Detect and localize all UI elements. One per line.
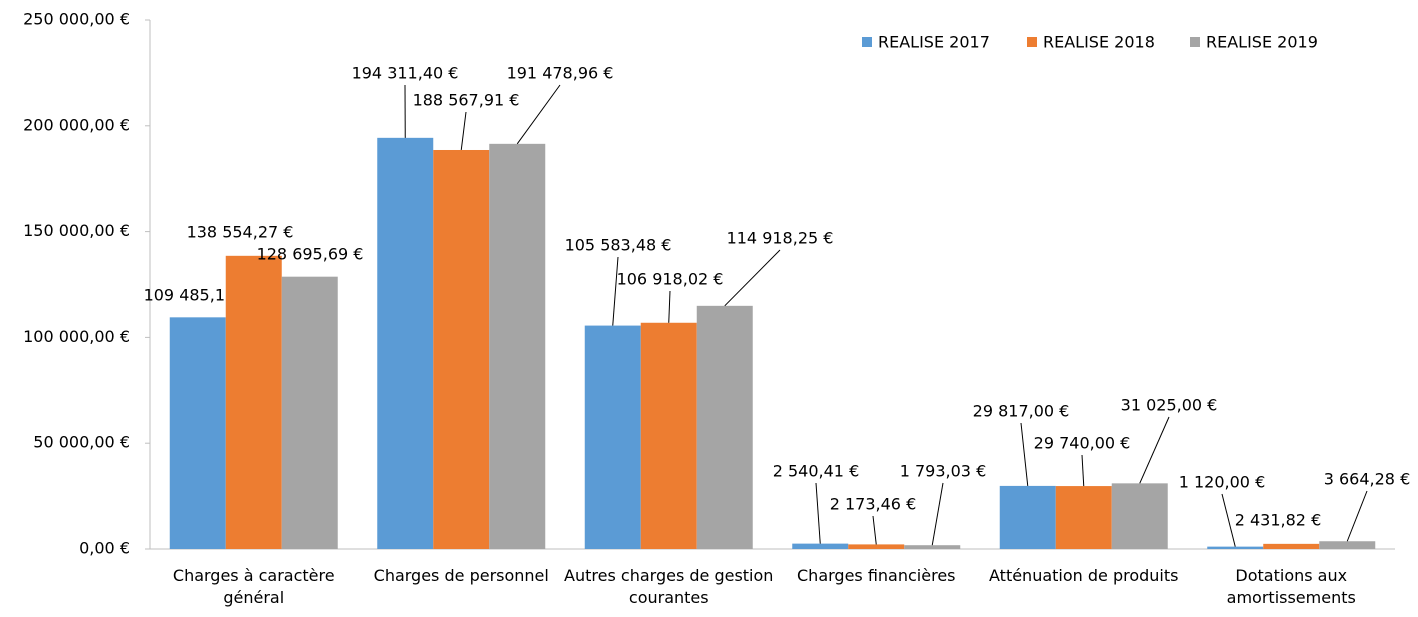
leader-line bbox=[1139, 416, 1170, 484]
legend-swatch bbox=[1190, 37, 1200, 47]
value-label: 109 485,15 € bbox=[144, 286, 251, 305]
value-label: 1 793,03 € bbox=[900, 462, 987, 481]
leader-line bbox=[1346, 490, 1368, 542]
y-tick-label: 100 000,00 € bbox=[23, 327, 130, 346]
bar bbox=[489, 143, 546, 550]
legend-swatch bbox=[1027, 37, 1037, 47]
leader-line bbox=[815, 482, 821, 544]
value-label: 106 918,02 € bbox=[617, 270, 724, 289]
x-label-box: Charges financières bbox=[797, 566, 956, 585]
value-label: 2 540,41 € bbox=[773, 462, 860, 481]
y-tick-label: 150 000,00 € bbox=[23, 221, 130, 240]
x-tick-label: Dotations aux amortissements bbox=[1226, 566, 1356, 607]
bar bbox=[169, 317, 226, 549]
value-label: 105 583,48 € bbox=[565, 236, 672, 255]
x-label-box: Dotations aux amortissements bbox=[1226, 566, 1356, 607]
value-label: 188 567,91 € bbox=[413, 91, 520, 110]
leader-line bbox=[931, 482, 944, 546]
leader-line bbox=[1221, 493, 1236, 547]
leader-line bbox=[1081, 454, 1085, 487]
x-label-box: Charges de personnel bbox=[373, 566, 549, 585]
leader-line bbox=[872, 515, 877, 545]
value-label: 2 431,82 € bbox=[1235, 511, 1322, 530]
bar bbox=[377, 137, 434, 549]
x-label-box: Atténuation de produits bbox=[989, 566, 1179, 585]
y-tick-label: 200 000,00 € bbox=[23, 115, 130, 134]
legend-label: REALISE 2018 bbox=[1043, 33, 1155, 52]
value-label: 114 918,25 € bbox=[727, 229, 834, 248]
x-tick-label: Charges de personnel bbox=[373, 566, 549, 585]
value-label: 194 311,40 € bbox=[352, 64, 459, 83]
y-tick-label: 0,00 € bbox=[79, 539, 130, 558]
bar bbox=[904, 545, 961, 549]
bar bbox=[433, 149, 490, 549]
bar bbox=[225, 255, 282, 550]
value-label: 138 554,27 € bbox=[187, 223, 294, 242]
legend-label: REALISE 2019 bbox=[1206, 33, 1318, 52]
legend-label: REALISE 2017 bbox=[878, 33, 990, 52]
bar bbox=[1207, 546, 1264, 549]
value-label: 128 695,69 € bbox=[257, 245, 364, 264]
bar bbox=[1263, 543, 1320, 549]
bar bbox=[1055, 486, 1112, 549]
value-label: 191 478,96 € bbox=[507, 64, 614, 83]
leader-line bbox=[1020, 422, 1029, 486]
value-label: 3 664,28 € bbox=[1324, 470, 1411, 489]
bar bbox=[1111, 483, 1168, 549]
value-label: 29 817,00 € bbox=[973, 402, 1070, 421]
x-tick-label: Charges financières bbox=[797, 566, 956, 585]
legend-swatch bbox=[862, 37, 872, 47]
value-label: 2 173,46 € bbox=[830, 495, 917, 514]
leader-line bbox=[612, 256, 619, 326]
bar bbox=[848, 544, 905, 549]
bar bbox=[281, 276, 338, 549]
bar bbox=[696, 305, 753, 549]
x-tick-label: Autres charges de gestion courantes bbox=[564, 566, 774, 607]
bar bbox=[999, 485, 1056, 549]
leader-line bbox=[516, 84, 561, 145]
leader-line bbox=[724, 249, 781, 307]
y-tick-label: 250 000,00 € bbox=[23, 10, 130, 29]
leader-line bbox=[460, 111, 467, 151]
value-label: 1 120,00 € bbox=[1179, 473, 1266, 492]
bar bbox=[640, 322, 697, 549]
y-tick-label: 50 000,00 € bbox=[33, 433, 130, 452]
x-tick-label: Charges à caractère général bbox=[172, 566, 335, 607]
value-label: 29 740,00 € bbox=[1034, 434, 1131, 453]
bar bbox=[792, 543, 849, 549]
leader-line bbox=[668, 290, 671, 323]
x-label-box: Charges à caractère général bbox=[172, 566, 335, 607]
value-label: 31 025,00 € bbox=[1121, 396, 1218, 415]
x-label-box: Autres charges de gestion courantes bbox=[564, 566, 774, 607]
bar bbox=[1319, 541, 1376, 549]
bar bbox=[584, 325, 641, 549]
x-tick-label: Atténuation de produits bbox=[989, 566, 1179, 585]
